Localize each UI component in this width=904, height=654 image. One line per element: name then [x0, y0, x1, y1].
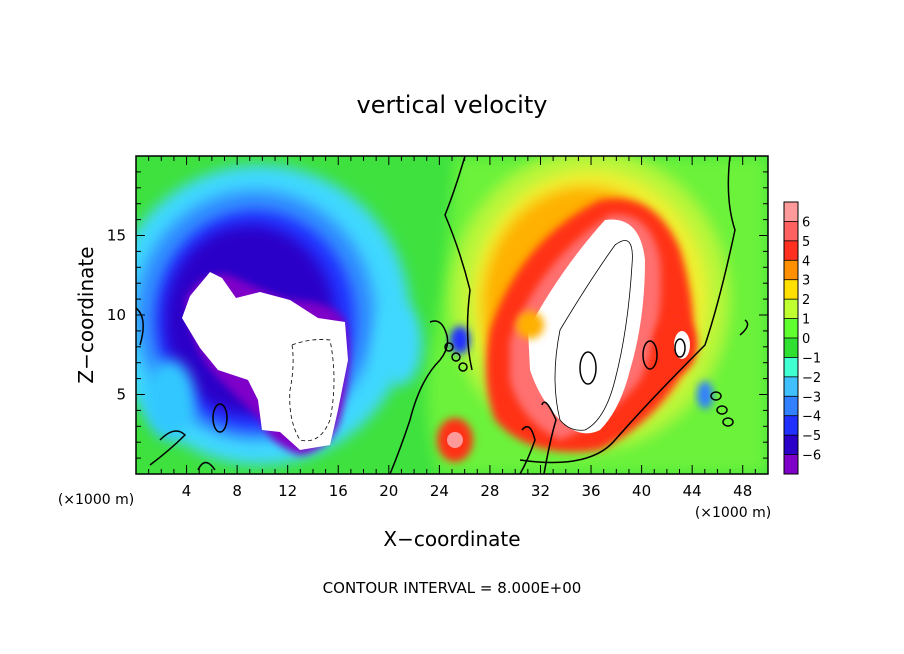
x-tick-label: 24 — [430, 482, 449, 500]
colorbar-label: −4 — [802, 410, 821, 425]
x-tick-label: 8 — [232, 482, 242, 500]
downdraft-region — [136, 165, 422, 465]
colorbar-label: 0 — [802, 332, 810, 347]
colorbar-swatch — [784, 415, 798, 436]
x-tick-label: 4 — [182, 482, 192, 500]
x-axis-label: X−coordinate — [383, 527, 520, 551]
colorbar-swatch — [784, 299, 798, 319]
colorbar-swatch — [784, 318, 798, 338]
x-tick-label: 36 — [581, 482, 600, 500]
x-tick-label: 28 — [480, 482, 499, 500]
colorbar-swatch — [784, 338, 798, 358]
colorbar-label: −6 — [802, 449, 821, 464]
colorbar-swatch — [784, 279, 798, 300]
plot-area — [135, 155, 769, 475]
colorbar-swatch — [784, 260, 798, 280]
negative-contour — [289, 339, 335, 442]
colorbar-swatch — [784, 221, 798, 241]
x-tick-label: 32 — [531, 482, 550, 500]
y-axis-label: Z−coordinate — [74, 246, 98, 383]
colorbar-swatch — [784, 435, 798, 455]
colorbar-swatch — [784, 202, 798, 222]
x-tick-label: 16 — [329, 482, 348, 500]
colorbar-label: 5 — [802, 235, 810, 250]
colorbar-label: −2 — [802, 371, 821, 386]
contour-lines — [136, 156, 749, 474]
colorbar-label: 6 — [802, 215, 810, 230]
chart-title: vertical velocity — [357, 91, 548, 119]
colorbar-swatch — [784, 240, 798, 261]
colorbar-label: 2 — [802, 293, 810, 308]
colorbar-swatch — [784, 454, 798, 474]
colorbar-label: −5 — [802, 429, 821, 444]
colorbar-label: −3 — [802, 390, 821, 405]
colorbar: 6 5 4 3 2 1 0 −1 −2 −3 −4 −5 −6 — [783, 201, 821, 475]
x-unit-right: (×1000 m) — [695, 505, 771, 521]
colorbar-label: 3 — [802, 274, 810, 289]
x-unit-left: (×1000 m) — [58, 492, 134, 508]
x-tick-label: 12 — [278, 482, 297, 500]
x-tick-label: 40 — [632, 482, 651, 500]
colorbar-swatch — [784, 376, 798, 397]
updraft-region — [426, 156, 768, 474]
colorbar-label: 1 — [802, 313, 810, 328]
contour-interval-footer: CONTOUR INTERVAL = 8.000E+00 — [323, 579, 582, 597]
y-tick-label: 5 — [116, 386, 126, 404]
x-tick-label: 48 — [733, 482, 752, 500]
x-tick-label: 20 — [379, 482, 398, 500]
y-tick-label: 10 — [107, 306, 126, 324]
colorbar-label: 4 — [802, 254, 810, 269]
x-axis: 4 8 12 16 20 24 28 32 36 40 44 48 — [148, 156, 756, 500]
y-axis: 5 10 15 — [107, 171, 768, 459]
colorbar-swatch — [784, 396, 798, 416]
colorbar-swatch — [784, 357, 798, 377]
colorbar-label: −1 — [802, 351, 821, 366]
zero-contour-thin — [554, 240, 633, 431]
downdraft-core — [182, 272, 348, 450]
y-tick-label: 15 — [107, 227, 126, 245]
updraft-core — [528, 219, 645, 434]
x-tick-label: 44 — [683, 482, 702, 500]
